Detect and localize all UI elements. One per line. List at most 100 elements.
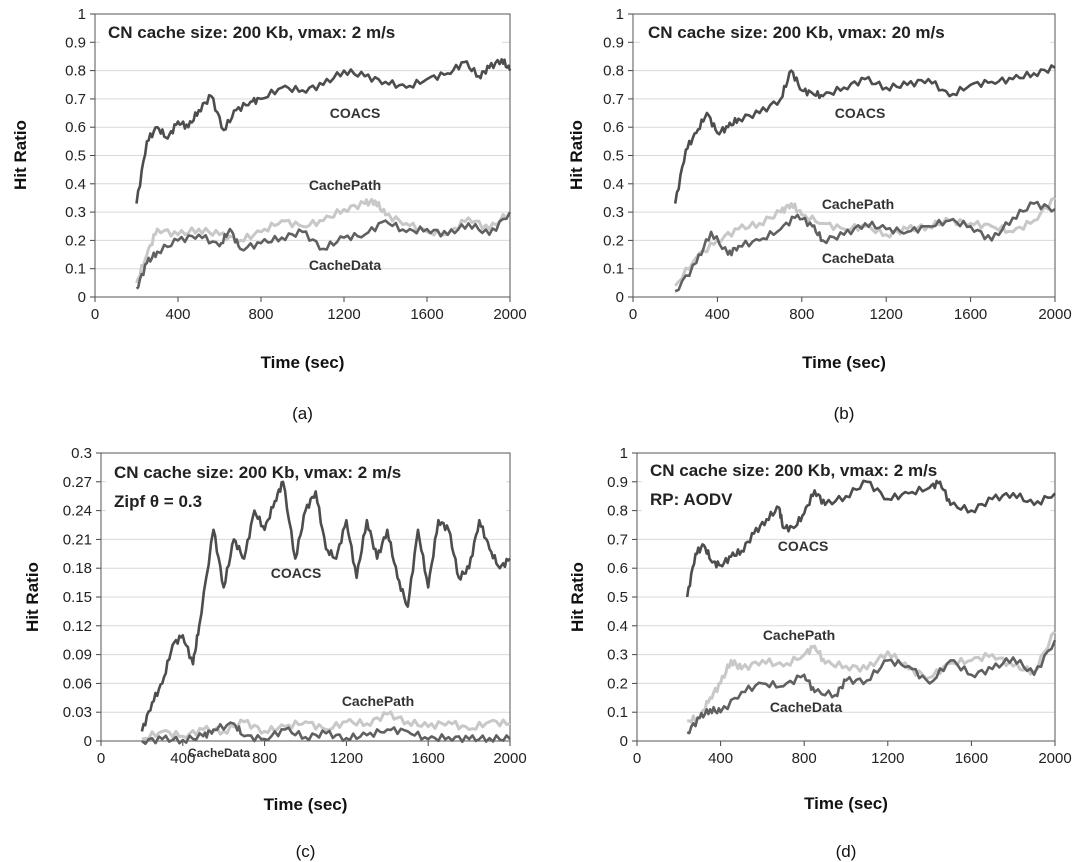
- y-tick-label: 0.1: [603, 261, 624, 278]
- y-tick-label: 0.4: [607, 618, 628, 635]
- y-tick-label: 0.3: [603, 204, 624, 221]
- y-tick-label: 0.8: [65, 63, 86, 80]
- series-label-cachedata: CacheData: [770, 699, 843, 715]
- panel-caption: (d): [836, 842, 857, 861]
- y-tick-label: 0.8: [607, 503, 628, 520]
- y-tick-label: 0.06: [63, 675, 92, 692]
- y-tick-label: 1: [616, 6, 624, 23]
- series-line-cachedata: [686, 639, 1057, 735]
- y-axis-label: Hit Ratio: [11, 120, 30, 190]
- series-label-cachepath: CachePath: [822, 196, 894, 212]
- x-tick-label: 400: [170, 750, 195, 767]
- y-tick-label: 0.2: [603, 232, 624, 249]
- y-tick-label: 0.7: [65, 91, 86, 108]
- plot-area: [94, 13, 511, 298]
- x-tick-label: 800: [248, 306, 273, 323]
- y-tick-label: 0.5: [65, 148, 86, 165]
- y-axis-label: Hit Ratio: [23, 562, 42, 632]
- x-tick-label: 1200: [330, 750, 363, 767]
- x-tick-label: 1600: [410, 306, 443, 323]
- series-line-cachepath: [141, 710, 511, 741]
- x-tick-label: 1200: [871, 750, 904, 767]
- x-tick-label: 400: [705, 306, 730, 323]
- y-tick-label: 0.3: [607, 647, 628, 664]
- x-axis-label: Time (sec): [261, 353, 345, 372]
- panel-caption: (b): [834, 404, 855, 423]
- panel-caption: (c): [296, 842, 316, 861]
- x-tick-label: 0: [91, 306, 99, 323]
- x-tick-label: 0: [629, 306, 637, 323]
- x-tick-label: 1600: [954, 306, 987, 323]
- y-tick-label: 0.4: [65, 176, 86, 193]
- y-tick-label: 0.2: [607, 675, 628, 692]
- x-tick-label: 1600: [955, 750, 988, 767]
- x-tick-label: 2000: [493, 306, 526, 323]
- y-tick-label: 0.5: [607, 589, 628, 606]
- series-label-cachedata: CacheData: [309, 257, 382, 273]
- x-tick-label: 2000: [1038, 750, 1071, 767]
- y-tick-label: 0.6: [607, 560, 628, 577]
- y-tick-label: 0.8: [603, 63, 624, 80]
- series-label-cachedata: CacheData: [822, 250, 895, 266]
- x-tick-label: 400: [708, 750, 733, 767]
- series-line-cachedata: [141, 721, 511, 746]
- y-tick-label: 1: [78, 6, 86, 23]
- x-tick-label: 2000: [1038, 306, 1071, 323]
- y-tick-label: 0.4: [603, 176, 624, 193]
- series-line-cachepath: [687, 630, 1057, 724]
- y-tick-label: 0.1: [65, 261, 86, 278]
- y-tick-label: 0.9: [65, 34, 86, 51]
- annotation-text: CN cache size: 200 Kb, vmax: 2 m/s: [108, 23, 395, 42]
- annotation-text: CN cache size: 200 Kb, vmax: 20 m/s: [648, 23, 945, 42]
- y-tick-label: 0.5: [603, 148, 624, 165]
- x-axis-label: Time (sec): [264, 795, 348, 814]
- series-line-coacs: [140, 480, 511, 732]
- y-tick-label: 0.18: [63, 560, 92, 577]
- y-tick-label: 0.15: [63, 589, 92, 606]
- y-tick-label: 0.9: [607, 474, 628, 491]
- series-line-coacs: [135, 57, 512, 204]
- y-tick-label: 0.2: [65, 232, 86, 249]
- chart-panel-3: 0 0.1 0.2 0.3 0.4 0.5 0.6 0.7 0.8 0.9 1 0 400 800 1200…: [568, 445, 1072, 861]
- y-tick-label: 0.7: [603, 91, 624, 108]
- annotation-text: CN cache size: 200 Kb, vmax: 2 m/s: [114, 463, 401, 482]
- x-tick-label: 2000: [493, 750, 526, 767]
- series-line-coacs: [685, 479, 1056, 598]
- annotation-text: Zipf θ = 0.3: [114, 492, 202, 511]
- annotation-text: CN cache size: 200 Kb, vmax: 2 m/s: [650, 461, 937, 480]
- x-tick-label: 800: [789, 306, 814, 323]
- y-tick-label: 0.7: [607, 531, 628, 548]
- y-axis-label: Hit Ratio: [568, 562, 587, 632]
- x-tick-label: 1200: [327, 306, 360, 323]
- annotation-box: [642, 456, 1050, 512]
- y-tick-label: 0.1: [607, 704, 628, 721]
- annotation-box: [640, 18, 1050, 46]
- chart-panel-0: 0 0.1 0.2 0.3 0.4 0.5 0.6 0.7 0.8 0.9 1 0 400 800 1200…: [11, 6, 527, 423]
- y-tick-label: 0.9: [603, 34, 624, 51]
- annotation-box: [100, 18, 502, 46]
- x-axis-label: Time (sec): [802, 353, 886, 372]
- y-tick-label: 1: [620, 445, 628, 462]
- series-line-coacs: [673, 64, 1056, 204]
- y-axis-label: Hit Ratio: [567, 120, 586, 190]
- chart-panel-2: 0 0.03 0.06 0.09 0.12 0.15 0.18 0.21 0.24 0.27 0.3…: [23, 445, 527, 861]
- y-tick-label: 0.6: [603, 119, 624, 136]
- y-tick-label: 0.09: [63, 647, 92, 664]
- annotation-text: RP: AODV: [650, 490, 733, 509]
- x-tick-label: 1200: [870, 306, 903, 323]
- y-tick-label: 0.3: [71, 445, 92, 462]
- y-tick-label: 0: [616, 289, 624, 306]
- plot-area: [100, 452, 511, 742]
- y-tick-label: 0: [620, 733, 628, 750]
- y-tick-label: 0.3: [65, 204, 86, 221]
- series-label-coacs: COACS: [835, 105, 886, 121]
- series-line-cachepath: [674, 196, 1056, 287]
- chart-panel-1: 0 0.1 0.2 0.3 0.4 0.5 0.6 0.7 0.8 0.9 1 0 400 800 1200…: [567, 6, 1072, 423]
- x-tick-label: 0: [633, 750, 641, 767]
- series-label-coacs: COACS: [271, 565, 322, 581]
- y-tick-label: 0.6: [65, 119, 86, 136]
- x-tick-label: 400: [165, 306, 190, 323]
- x-tick-label: 800: [252, 750, 277, 767]
- panel-caption: (a): [292, 404, 313, 423]
- plot-area: [636, 452, 1056, 742]
